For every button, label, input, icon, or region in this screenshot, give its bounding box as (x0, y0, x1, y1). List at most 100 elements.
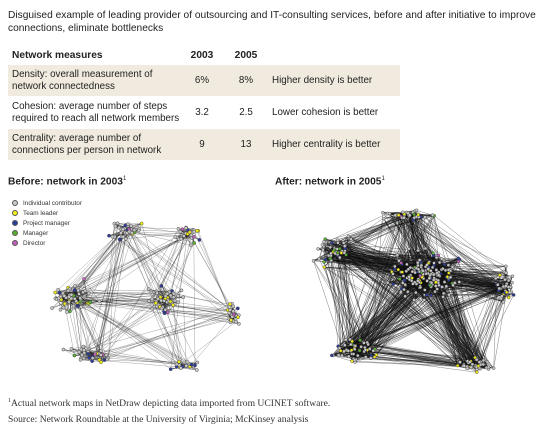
table-header-row: Network measures 2003 2005 (8, 46, 400, 65)
network-node (333, 251, 337, 256)
network-node (323, 257, 328, 262)
network-node (491, 366, 496, 370)
network-node (351, 352, 356, 356)
network-node (77, 350, 81, 354)
legend-swatch (12, 230, 18, 236)
table-row-density: Density: overall measurement of network … (8, 65, 400, 96)
network-node (423, 215, 427, 219)
network-node (87, 291, 91, 296)
network-node (179, 237, 183, 241)
network-node (442, 280, 447, 284)
network-node (231, 304, 235, 309)
network-node (336, 250, 340, 255)
network-node (50, 306, 54, 310)
network-node (347, 354, 351, 359)
network-node (159, 284, 164, 288)
network-node (476, 364, 481, 368)
network-node (171, 295, 176, 299)
network-node (57, 290, 62, 295)
network-node (477, 360, 482, 364)
network-node (130, 231, 134, 235)
network-node (234, 319, 238, 324)
network-node (67, 294, 71, 299)
network-node (237, 321, 241, 326)
network-node (344, 253, 348, 257)
network-node (65, 310, 69, 314)
network-node (82, 277, 86, 281)
network-node (414, 208, 419, 212)
network-node (455, 363, 460, 368)
network-node (402, 287, 406, 292)
network-node (424, 271, 428, 276)
network-node (73, 297, 77, 301)
network-node (456, 256, 460, 261)
network-node (153, 301, 158, 305)
network-node (56, 288, 60, 292)
network-node (126, 222, 130, 227)
footnote: 1Actual network maps in NetDraw depictin… (8, 398, 331, 410)
network-node (179, 366, 183, 370)
network-node (340, 353, 344, 358)
network-node (430, 265, 435, 270)
network-node (429, 293, 433, 298)
network-node (414, 290, 418, 295)
network-node (338, 255, 342, 260)
network-node (446, 263, 451, 267)
network-node (411, 282, 415, 286)
header-measure: Network measures (12, 50, 103, 61)
network-node (62, 294, 67, 298)
network-node (61, 347, 66, 352)
network-node (193, 363, 197, 368)
measure-centrality: Centrality: average number of connection… (8, 129, 180, 160)
measure-cohesion: Cohesion: average number of steps requir… (12, 100, 180, 124)
network-node (448, 275, 453, 280)
network-node (80, 352, 84, 357)
network-node (402, 216, 406, 220)
network-node (428, 273, 432, 278)
network-node (399, 261, 403, 265)
network-node (192, 241, 196, 245)
network-node (349, 237, 353, 241)
network-node (374, 353, 379, 357)
network-node (434, 284, 438, 288)
network-node (118, 237, 122, 242)
network-node (496, 283, 500, 287)
network-node (408, 213, 412, 217)
network-node (229, 318, 233, 322)
network-node (410, 269, 415, 274)
network-node (178, 229, 183, 234)
network-node (436, 253, 441, 258)
network-node (155, 291, 159, 296)
network-node (507, 290, 512, 295)
density-2005: 8% (224, 65, 268, 96)
network-node (104, 353, 109, 357)
network-node (231, 309, 236, 313)
network-node (485, 360, 490, 364)
centrality-2003: 9 (180, 129, 224, 160)
network-node (72, 288, 77, 292)
network-node (231, 312, 236, 317)
network-node (177, 359, 181, 364)
legend-swatch (12, 220, 18, 226)
network-node (121, 235, 125, 239)
network-node (352, 347, 357, 352)
network-node (366, 342, 370, 347)
network-node (330, 353, 334, 358)
network-node (501, 300, 506, 304)
after-network-title: After: network in 20051 (275, 176, 385, 188)
network-node (176, 227, 181, 231)
network-node (338, 349, 343, 353)
network-node (405, 262, 409, 267)
network-node (457, 280, 462, 284)
network-node (462, 364, 467, 368)
network-node (328, 256, 332, 261)
network-node (228, 302, 232, 306)
network-node (441, 291, 446, 296)
network-node (416, 263, 420, 268)
legend-swatch (12, 200, 18, 206)
network-node (413, 270, 417, 275)
network-node (136, 228, 141, 233)
network-node (322, 240, 326, 244)
network-nodes (311, 208, 516, 375)
network-node (349, 342, 353, 347)
